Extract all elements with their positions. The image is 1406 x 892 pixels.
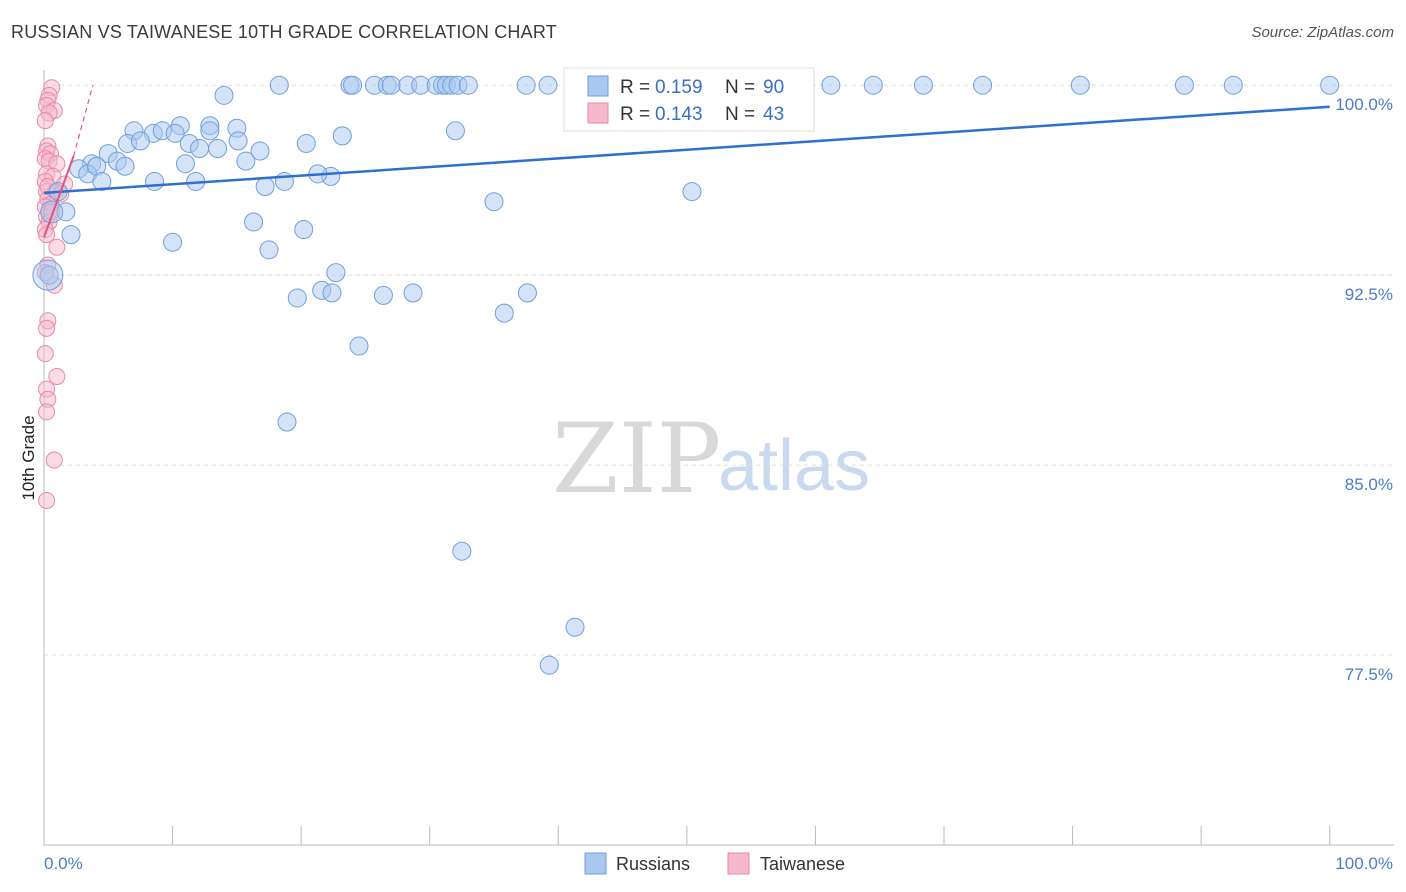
- y-tick-label: 85.0%: [1345, 475, 1393, 494]
- data-point-russians: [1223, 75, 1243, 95]
- data-point-russians: [61, 225, 81, 245]
- y-tick-labels: 100.0% 92.5% 85.0% 77.5%: [1335, 95, 1393, 684]
- legend-n-value-russians: 90: [763, 77, 784, 98]
- data-point-russians: [214, 85, 234, 105]
- data-point-russians: [403, 283, 423, 303]
- x-ticks: [43, 826, 1331, 845]
- data-point-russians: [296, 133, 316, 153]
- legend-r-value-taiwanese: 0.143: [655, 104, 703, 125]
- data-point-russians: [682, 182, 702, 202]
- data-point-taiwanese: [45, 451, 63, 469]
- data-point-russians: [236, 151, 256, 171]
- trend-line-russians: [43, 105, 1330, 195]
- y-axis-title: 10th Grade: [19, 415, 38, 500]
- y-tick-label: 92.5%: [1345, 285, 1393, 304]
- data-point-russians: [39, 265, 59, 285]
- legend-swatch-russians: [587, 75, 609, 97]
- data-point-russians: [343, 75, 363, 95]
- legend-n-label-taiwanese: N =: [725, 104, 755, 125]
- data-point-taiwanese: [38, 319, 56, 337]
- data-point-russians: [484, 192, 504, 212]
- legend-r-label-russians: R =: [620, 77, 650, 98]
- data-point-taiwanese: [38, 492, 56, 510]
- source-label: Source: ZipAtlas.com: [1251, 24, 1394, 41]
- bottom-legend-swatch-russians: [584, 852, 607, 875]
- data-point-russians: [163, 232, 183, 252]
- data-point-russians: [277, 412, 297, 432]
- watermark-zip: ZIP: [552, 403, 721, 515]
- data-point-russians: [445, 121, 465, 141]
- data-point-russians: [458, 75, 478, 95]
- data-point-russians: [1174, 75, 1194, 95]
- data-point-russians: [145, 171, 165, 191]
- data-point-taiwanese: [48, 367, 66, 385]
- data-point-russians: [294, 220, 314, 240]
- data-point-russians: [517, 283, 537, 303]
- data-point-russians: [287, 288, 307, 308]
- legend-r-value-russians: 0.159: [655, 77, 703, 98]
- data-point-russians: [250, 141, 270, 161]
- data-point-taiwanese: [36, 345, 54, 363]
- data-point-russians: [244, 212, 264, 232]
- data-point-russians: [494, 303, 514, 323]
- x-tick-label-max: 100.0%: [1335, 854, 1393, 873]
- data-point-russians: [269, 75, 289, 95]
- data-point-russians: [452, 541, 472, 561]
- russians-points: [32, 75, 1340, 675]
- data-point-russians: [821, 75, 841, 95]
- bottom-legend-label-russians: Russians: [616, 854, 690, 874]
- watermark-atlas: atlas: [718, 426, 870, 506]
- data-point-cluster: [32, 259, 64, 291]
- legend-n-value-taiwanese: 43: [763, 104, 784, 125]
- trend-line-taiwanese-extension: [72, 85, 94, 157]
- data-point-russians: [259, 240, 279, 260]
- legend-r-label-taiwanese: R =: [620, 104, 650, 125]
- data-point-russians: [322, 283, 342, 303]
- data-point-russians: [115, 156, 135, 176]
- data-point-cluster: [40, 200, 64, 224]
- data-point-russians: [255, 177, 275, 197]
- data-point-russians: [200, 121, 220, 141]
- data-point-russians: [863, 75, 883, 95]
- data-point-russians: [516, 75, 536, 95]
- data-point-russians: [190, 139, 210, 159]
- data-point-russians: [165, 123, 185, 143]
- data-point-russians: [913, 75, 933, 95]
- correlation-legend: R = 0.159 N = 90 R = 0.143 N = 43: [563, 67, 815, 132]
- data-point-russians: [373, 285, 393, 305]
- data-point-taiwanese: [38, 403, 56, 421]
- taiwanese-points: [36, 79, 74, 510]
- series-legend: Russians Taiwanese: [584, 852, 845, 875]
- chart-title: RUSSIAN VS TAIWANESE 10TH GRADE CORRELAT…: [11, 22, 557, 42]
- trend-lines: [43, 85, 1330, 238]
- y-tick-label: 100.0%: [1335, 95, 1393, 114]
- data-point-taiwanese: [48, 238, 66, 256]
- legend-n-label-russians: N =: [725, 77, 755, 98]
- data-point-russians: [539, 655, 559, 675]
- data-point-russians: [538, 75, 558, 95]
- data-point-taiwanese: [38, 226, 56, 244]
- data-point-russians: [1320, 75, 1340, 95]
- data-point-russians: [326, 263, 346, 283]
- data-point-russians: [130, 131, 150, 151]
- data-point-russians: [228, 131, 248, 151]
- data-point-russians: [332, 126, 352, 146]
- x-tick-label-min: 0.0%: [44, 854, 83, 873]
- trend-line-taiwanese: [43, 155, 75, 238]
- bottom-legend-label-taiwanese: Taiwanese: [760, 854, 845, 874]
- data-point-russians: [175, 154, 195, 174]
- data-point-russians: [208, 139, 228, 159]
- data-point-taiwanese: [36, 112, 54, 130]
- data-point-russians: [381, 75, 401, 95]
- gridlines: [44, 84, 1394, 656]
- data-point-russians: [973, 75, 993, 95]
- data-point-russians: [565, 617, 585, 637]
- data-point-russians: [349, 336, 369, 356]
- data-point-russians: [1070, 75, 1090, 95]
- y-tick-label: 77.5%: [1345, 665, 1393, 684]
- bottom-legend-swatch-taiwanese: [727, 852, 750, 875]
- legend-swatch-taiwanese: [587, 102, 609, 124]
- data-point-russians: [92, 171, 112, 191]
